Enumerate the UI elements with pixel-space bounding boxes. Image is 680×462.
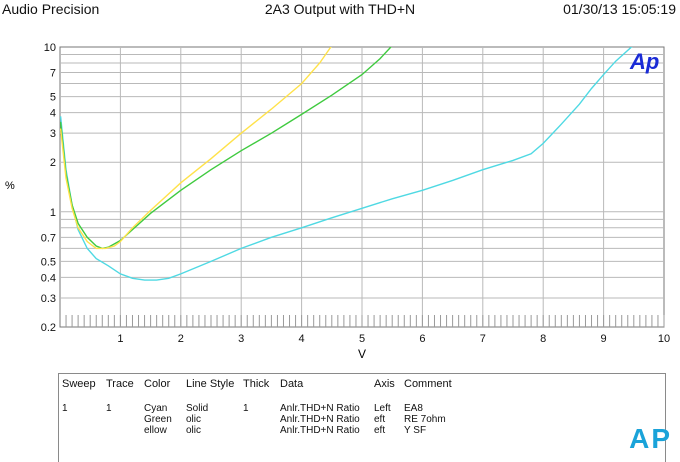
legend-cell	[106, 425, 144, 436]
x-tick-label: 2	[178, 333, 184, 345]
x-tick-label: 1	[117, 333, 123, 345]
legend-col-trace: Trace	[106, 378, 134, 390]
axis-labels: 0.2 0.3 0.4 0.5 0.7 1 2 3 4 5 7 10 1 2 3 4 5 6 7 8 9 10	[41, 42, 670, 345]
legend-col-thick: Thick	[243, 378, 270, 390]
x-axis-label: V	[358, 347, 366, 361]
report-header: Audio Precision 2A3 Output with THD+N 01…	[0, 0, 680, 24]
chart-title: 2A3 Output with THD+N	[264, 1, 416, 17]
legend-cell: EA8	[404, 403, 423, 414]
legend-cell: Anlr.THD+N Ratio	[280, 403, 360, 414]
grid-lines	[60, 47, 664, 327]
y-tick-label: 2	[50, 157, 56, 169]
legend-row: Green olic Anlr.THD+N Ratio eft RE 7ohm	[59, 414, 484, 425]
x-tick-label: 8	[540, 333, 546, 345]
legend-col-comment: Comment	[404, 378, 452, 390]
legend-header-row: Sweep Trace Color Line Style Thick Data …	[59, 374, 484, 394]
legend-cell: Y SF	[404, 425, 427, 436]
x-tick-label: 6	[419, 333, 425, 345]
legend-cell: Green	[144, 414, 172, 425]
legend-cell: 1	[243, 403, 249, 414]
ap-logo: Ap	[629, 49, 659, 74]
legend-col-line-style: Line Style	[186, 378, 235, 390]
x-tick-label: 7	[480, 333, 486, 345]
timestamp: 01/30/13 15:05:19	[563, 1, 676, 17]
legend-cell	[59, 425, 106, 436]
legend-col-axis: Axis	[374, 378, 395, 390]
y-tick-label: 5	[50, 92, 56, 104]
trace-legend-table: Sweep Trace Color Line Style Thick Data …	[58, 373, 666, 462]
legend-cell: 1	[106, 403, 112, 414]
series-group	[60, 47, 633, 281]
legend-cell: 1	[62, 403, 68, 414]
legend-col-color: Color	[144, 378, 171, 390]
y-tick-label: 0.4	[41, 272, 56, 284]
legend-col-data: Data	[280, 378, 304, 390]
series-line	[60, 47, 332, 250]
x-tick-label: 3	[238, 333, 244, 345]
legend-cell: ellow	[144, 425, 167, 436]
legend-cell: eft	[374, 414, 386, 425]
x-tick-label: 5	[359, 333, 365, 345]
y-tick-label: 1	[50, 207, 56, 219]
legend-cell	[106, 414, 144, 425]
legend-cell: Left	[374, 403, 391, 414]
legend-cell: RE 7ohm	[404, 414, 446, 425]
y-tick-label: 7	[50, 68, 56, 80]
legend-cell: olic	[186, 414, 202, 425]
x-tick-label: 10	[658, 333, 670, 345]
legend-cell: eft	[374, 425, 386, 436]
y-tick-label: 3	[50, 128, 56, 140]
legend-row: ellow olic Anlr.THD+N Ratio eft Y SF	[59, 425, 484, 436]
legend-cell	[243, 414, 280, 425]
y-tick-label: 10	[44, 42, 56, 54]
series-line	[60, 47, 633, 281]
y-tick-label: 0.7	[41, 232, 56, 244]
x-tick-label: 4	[299, 333, 305, 345]
y-tick-label: 0.5	[41, 256, 56, 268]
legend-cell: Anlr.THD+N Ratio	[280, 425, 360, 436]
legend-cell	[243, 425, 280, 436]
series-line	[60, 47, 392, 250]
app-name: Audio Precision	[2, 1, 100, 17]
legend-row: 1 1 Cyan Solid 1 Anlr.THD+N Ratio Left E…	[59, 394, 484, 414]
legend-cell: Anlr.THD+N Ratio	[280, 414, 360, 425]
legend-cell	[59, 414, 106, 425]
legend-cell: Solid	[186, 403, 209, 414]
y-tick-label: 4	[50, 108, 56, 120]
legend-cell: olic	[186, 425, 202, 436]
legend-col-sweep: Sweep	[62, 378, 96, 390]
y-axis-label: %	[5, 180, 15, 192]
y-tick-label: 0.2	[41, 322, 56, 334]
x-tick-label: 9	[601, 333, 607, 345]
watermark: AP	[629, 423, 672, 454]
y-tick-label: 0.3	[41, 293, 56, 305]
minor-ticks	[65, 315, 665, 327]
legend-cell: Cyan	[144, 403, 168, 414]
